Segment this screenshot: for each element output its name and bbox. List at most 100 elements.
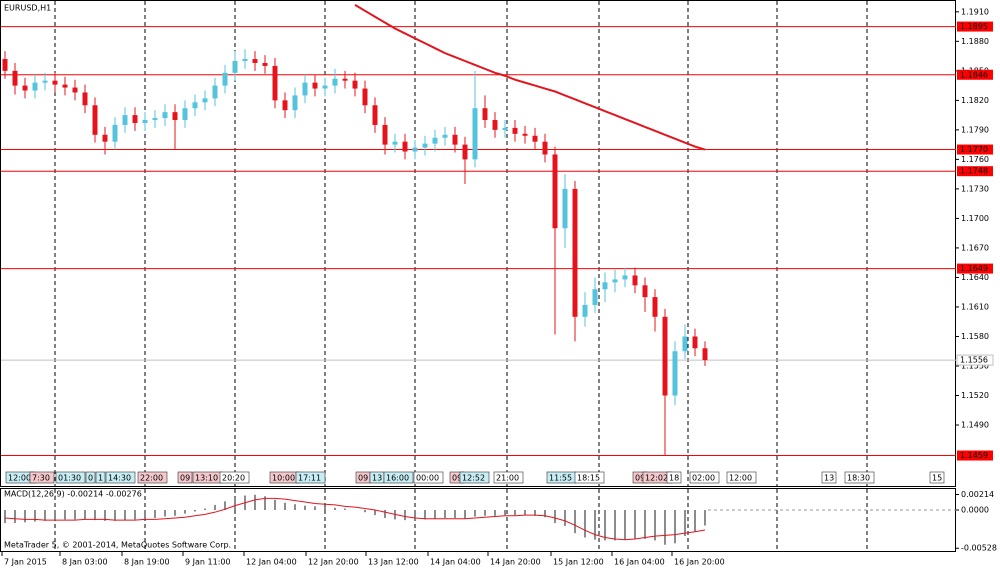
candle-body: [402, 141, 408, 152]
candle-body: [72, 87, 78, 93]
candle-body: [392, 141, 398, 145]
event-box: [459, 471, 490, 484]
candle-body: [602, 282, 608, 290]
level-box: [957, 263, 993, 274]
level-box: [957, 144, 993, 155]
candle-body: [232, 60, 238, 73]
candle-body: [332, 78, 338, 86]
y-tick-label: 1.1640: [961, 273, 989, 282]
candle-body: [152, 118, 158, 121]
level-box: [957, 69, 993, 80]
candle-body: [82, 92, 88, 106]
candle-body: [342, 78, 348, 81]
event-label: 21:00: [496, 474, 519, 483]
event-label: 13:10: [195, 474, 218, 483]
y-tick-label: 1.1610: [961, 302, 989, 311]
candle-body: [272, 65, 278, 101]
event-label: 11:55: [549, 474, 572, 483]
current-price-label: 1.1556: [960, 356, 988, 365]
event-box: [177, 471, 193, 484]
candle-body: [42, 80, 48, 83]
candle-body: [442, 134, 448, 138]
event-box: [666, 471, 682, 484]
candle-body: [512, 127, 518, 134]
x-tick-label: 8 Jan 19:00: [124, 558, 170, 567]
y-tick-label: 1.1820: [961, 96, 989, 105]
candle-body: [132, 115, 138, 123]
event-label: 12:00: [8, 474, 31, 483]
level-box: [957, 450, 993, 461]
candle-body: [252, 59, 258, 63]
y-tick-label: 1.1670: [961, 243, 989, 252]
macd-y-tick-label: 0.0000: [961, 506, 989, 515]
x-tick-label: 16 Jan 20:00: [674, 558, 725, 567]
event-label: 20:20: [222, 474, 245, 483]
level-label: 1.1846: [960, 70, 988, 79]
event-label: 01:30: [58, 474, 81, 483]
event-label: 14:30: [108, 474, 131, 483]
candle-body: [142, 120, 148, 123]
x-tick-label: 12 Jan 20:00: [308, 558, 359, 567]
candle-body: [452, 134, 458, 145]
event-box: [574, 471, 605, 484]
moving-average: [354, 4, 706, 151]
candle-body: [482, 108, 488, 121]
x-tick-label: 7 Jan 2015: [4, 558, 47, 567]
candle-body: [322, 85, 328, 89]
current-price-box: [956, 354, 994, 366]
candle-body: [52, 80, 58, 85]
candle-body: [192, 102, 198, 109]
event-label: 18:15: [577, 474, 600, 483]
level-label: 1.1748: [960, 167, 988, 176]
event-label: 7:30: [32, 474, 50, 483]
candle-body: [662, 316, 668, 396]
macd-label: MACD(12,26,9) -0.00214 -0.00276: [4, 490, 142, 499]
candle-body: [162, 112, 168, 119]
event-label: 09: [180, 474, 190, 483]
candle-body: [172, 112, 178, 121]
candle-body: [582, 304, 588, 317]
event-box: [689, 471, 720, 484]
y-tick-label: 1.1790: [961, 125, 989, 134]
event-box: [295, 471, 326, 484]
candle-body: [472, 108, 478, 160]
candle-body: [242, 59, 248, 61]
event-label: 18:30: [847, 474, 870, 483]
candle-body: [212, 85, 218, 99]
event-label: 13: [824, 474, 834, 483]
candle-body: [592, 289, 598, 305]
event-label: 09: [635, 474, 645, 483]
y-tick-label: 1.1910: [961, 7, 989, 16]
event-label: 17:11: [298, 474, 321, 483]
candle-body: [62, 84, 68, 88]
level-label: 1.1895: [960, 22, 988, 31]
candle-body: [262, 62, 268, 66]
event-box: [844, 471, 875, 484]
y-tick-label: 1.1760: [961, 155, 989, 164]
main-panel-frame: [0, 0, 956, 487]
candle-body: [222, 72, 228, 86]
event-box: [95, 471, 106, 484]
event-box: [929, 471, 945, 484]
candle-body: [372, 105, 378, 125]
macd-y-tick-label: -0.00528: [961, 544, 997, 553]
candle-body: [12, 70, 18, 86]
event-box: [105, 471, 136, 484]
candle-body: [672, 351, 678, 396]
candle-body: [352, 80, 358, 89]
event-box: [726, 471, 757, 484]
event-label: 10:00: [272, 474, 295, 483]
y-tick-label: 1.1730: [961, 184, 989, 193]
y-tick-label: 1.1880: [961, 37, 989, 46]
candle-body: [502, 127, 508, 130]
event-label: 0: [88, 474, 93, 483]
level-box: [957, 166, 993, 177]
x-tick-label: 16 Jan 04:00: [614, 558, 665, 567]
event-box: [85, 471, 96, 484]
candle-body: [682, 336, 688, 352]
x-tick-label: 14 Jan 20:00: [490, 558, 541, 567]
event-box: [493, 471, 524, 484]
candle-body: [2, 59, 8, 71]
x-tick-label: 14 Jan 04:00: [430, 558, 481, 567]
